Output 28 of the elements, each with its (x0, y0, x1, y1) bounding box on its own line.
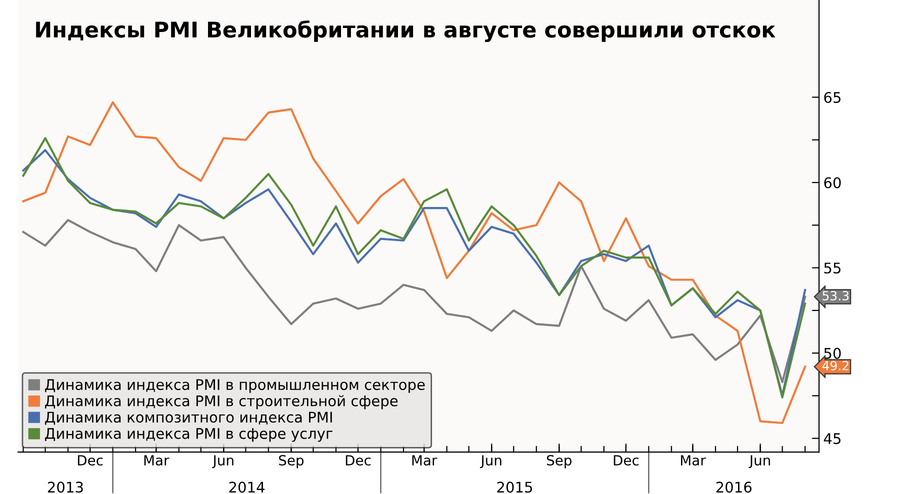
legend-label: Динамика индекса PMI в строительной сфере (45, 395, 398, 410)
text: Индексы PMI Великобритании в августе совершили отскок (36, 20, 776, 42)
legend-label: Динамика индекса PMI в промышленном секторе (45, 379, 425, 393)
x-tick-label: Jun (748, 455, 770, 468)
x-tick-label: Jun (212, 455, 234, 468)
text: 2014 (229, 482, 265, 493)
text: 2013 (48, 482, 83, 493)
data-label: 49.2 (822, 360, 848, 370)
line-series (22, 101, 806, 424)
x-tick-label: Jun (480, 455, 502, 468)
x-tick-label: Mar (412, 455, 438, 466)
y-tick-label: 65 (824, 92, 840, 103)
x-tick-label: Sep (546, 455, 572, 468)
x-tick-label: Dec (78, 455, 103, 466)
legend-label: Динамика индекса PMI в сфере услуг (45, 428, 332, 442)
y-tick-label: 45 (824, 433, 840, 444)
legend-label: Динамика композитного индекса PMI (45, 412, 332, 425)
text: 2016 (716, 482, 752, 493)
x-tick-label: Sep (279, 455, 304, 468)
x-tick-label: Mar (144, 455, 170, 466)
data-label: 53.3 (822, 290, 849, 300)
y-tick-label: 55 (824, 262, 840, 274)
x-tick-label: Mar (681, 455, 706, 466)
y-tick-label: 50 (824, 348, 841, 359)
x-tick-label: Dec (346, 455, 371, 466)
x-tick-label: Dec (614, 455, 639, 466)
y-tick-label: 60 (824, 177, 841, 188)
text: 2015 (497, 482, 532, 493)
